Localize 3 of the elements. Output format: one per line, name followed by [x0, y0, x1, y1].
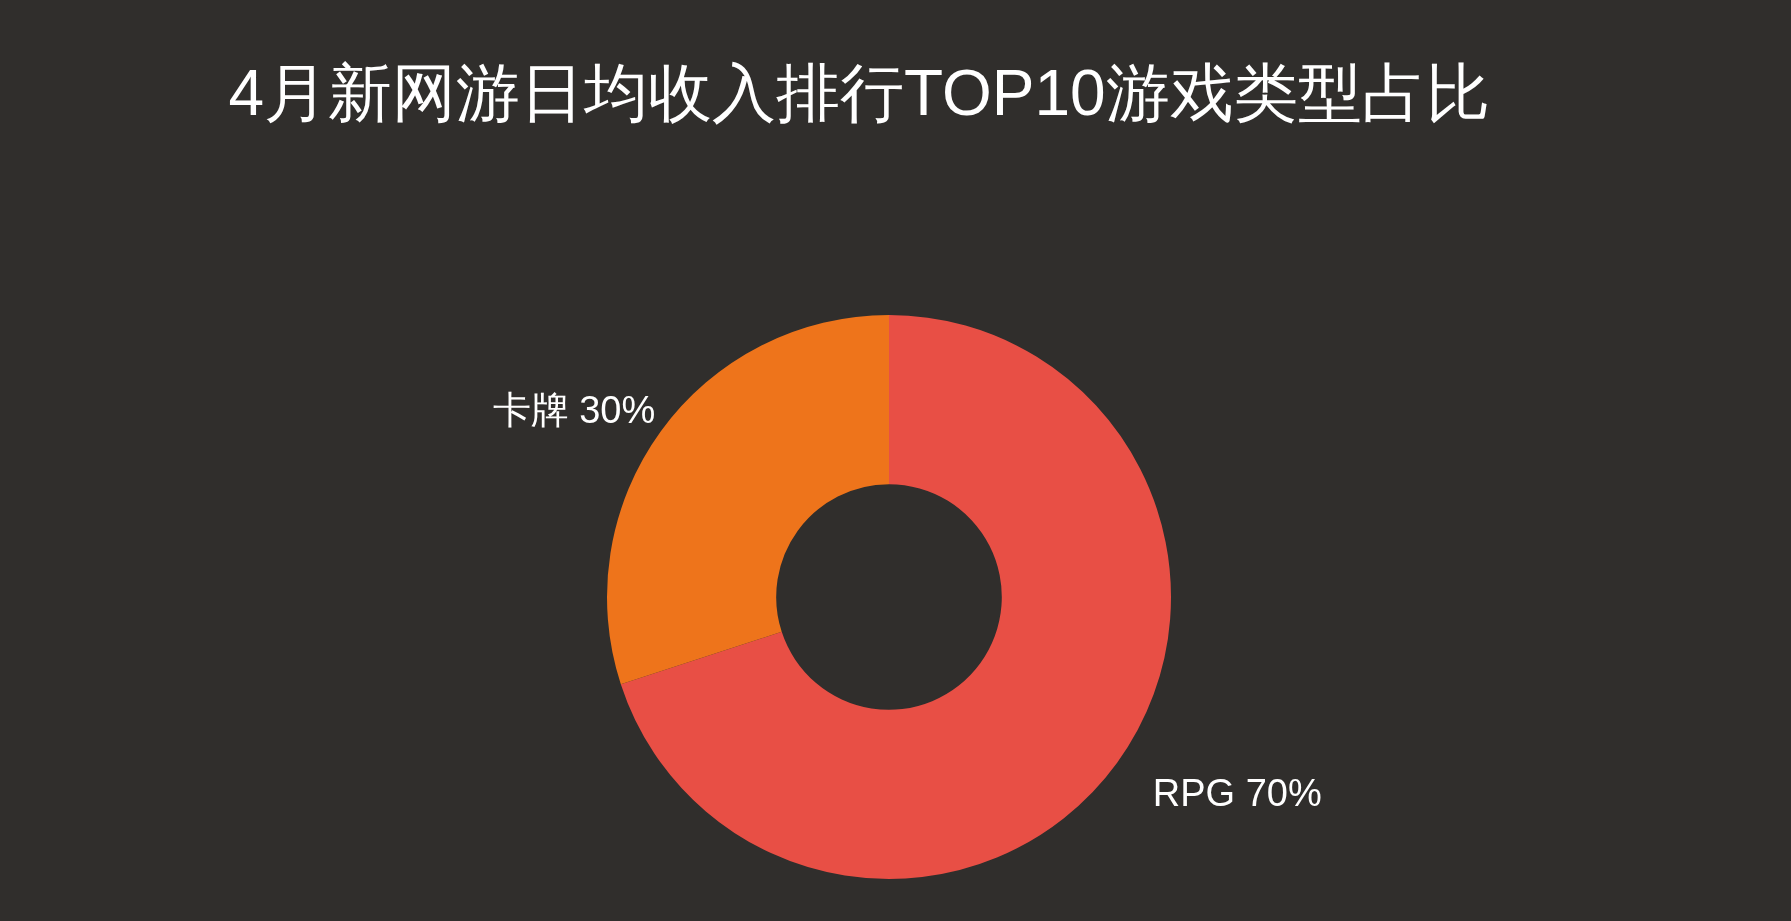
chart-title: 4月新网游日均收入排行TOP10游戏类型占比: [227, 56, 1491, 131]
slice-label: RPG 70%: [1152, 772, 1322, 815]
slice-label: 卡牌 30%: [492, 388, 656, 431]
